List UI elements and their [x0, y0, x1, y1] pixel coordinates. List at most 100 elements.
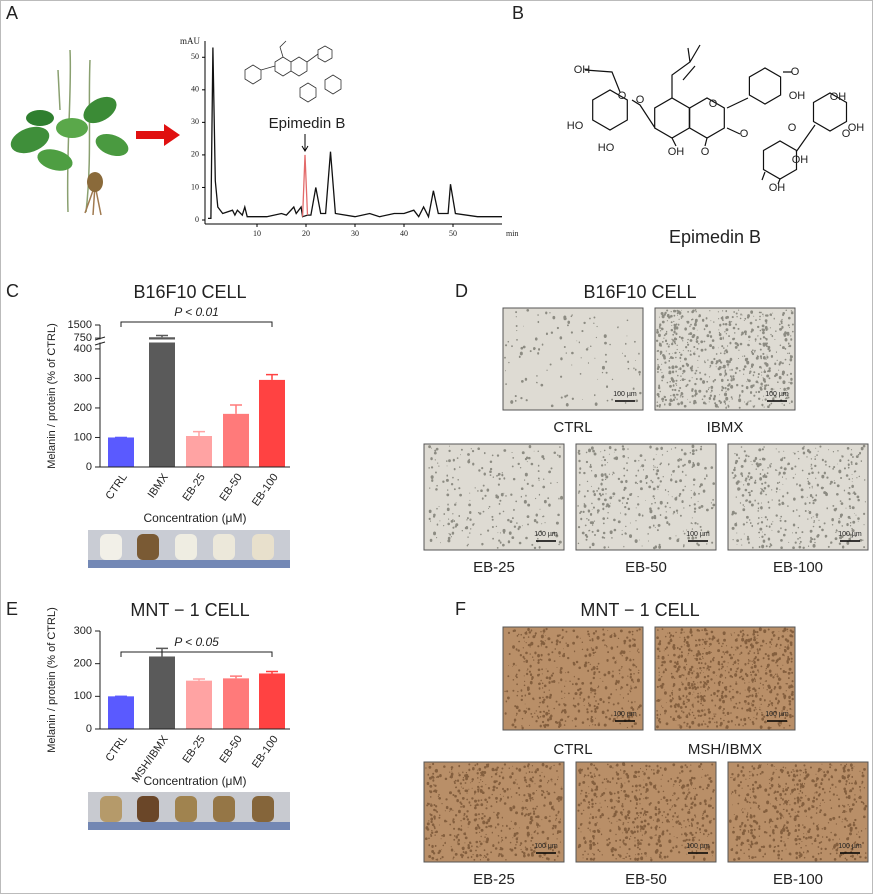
atom-label: O	[740, 128, 749, 140]
cell-speckles	[729, 763, 868, 862]
y-tick-label: 0	[86, 723, 92, 735]
scale-label: 100 µm	[765, 711, 789, 718]
cell-speckles	[656, 627, 794, 730]
image-caption: EB-50	[625, 559, 667, 576]
structure-name: Epimedin B	[669, 227, 761, 247]
panel-label: B	[512, 3, 524, 23]
y-tick-label: 200	[74, 402, 92, 414]
annotation: P < 0.01	[174, 305, 219, 319]
chart-title: B16F10 CELL	[133, 282, 246, 302]
x-tick-label: 50	[449, 229, 457, 238]
y-tick-label: 300	[74, 372, 92, 384]
bar	[223, 678, 249, 729]
x-axis-label: min	[506, 229, 518, 238]
atom-label: O	[842, 128, 851, 140]
error-bar	[230, 675, 242, 679]
y-tick-label: 0	[195, 215, 199, 224]
atom-label: OH	[792, 154, 809, 166]
bar	[108, 437, 134, 467]
scale-label: 100 µm	[838, 843, 862, 850]
image-caption: EB-100	[773, 871, 823, 888]
bar	[186, 680, 212, 729]
x-tick-label: 10	[253, 229, 261, 238]
tube-photo	[88, 792, 290, 830]
axis-break-mark	[94, 336, 106, 346]
scale-label: 100 µm	[613, 391, 637, 398]
cell-speckles	[577, 762, 715, 862]
y-tick-label: 0	[86, 461, 92, 473]
bar	[149, 337, 175, 467]
atom-label: HO	[598, 142, 615, 154]
atom-label: O	[701, 146, 710, 158]
atom-label: O	[788, 122, 797, 134]
y-axis-label: mAU	[180, 36, 201, 46]
cell-speckles	[655, 309, 794, 409]
x-axis-label: Concentration (μM)	[144, 774, 247, 788]
significance-bracket	[120, 651, 273, 657]
image-caption: MSH/IBMX	[688, 741, 762, 758]
image-caption: EB-100	[773, 559, 823, 576]
error-bar	[193, 430, 205, 436]
panel-label: A	[6, 3, 18, 23]
arrow	[136, 124, 180, 146]
error-bar	[156, 334, 168, 338]
cell-speckles	[428, 444, 564, 550]
atom-label: OH	[668, 146, 685, 158]
bar	[259, 379, 285, 467]
y-tick-label: 400	[74, 343, 92, 355]
image-caption: EB-50	[625, 871, 667, 888]
micrograph	[502, 307, 644, 411]
atom-label: O	[618, 90, 627, 102]
bar	[186, 436, 212, 467]
scale-label: 100 µm	[686, 531, 710, 538]
scale-label: 100 µm	[534, 843, 558, 850]
y-tick-label: 100	[74, 431, 92, 443]
atom-label: OH	[848, 122, 865, 134]
trace	[208, 47, 502, 220]
panel-label: E	[6, 599, 18, 619]
bar	[108, 696, 134, 729]
image-caption: IBMX	[707, 419, 744, 436]
x-tick-label: 30	[351, 229, 359, 238]
y-tick-label: 100	[74, 690, 92, 702]
error-bar	[266, 670, 278, 674]
y-tick-label: 10	[191, 182, 199, 191]
chart-title: MNT − 1 CELL	[130, 600, 249, 620]
panel-title: MNT − 1 CELL	[580, 600, 699, 620]
structure-bonds	[584, 44, 848, 185]
tube-photo	[88, 530, 290, 568]
bar	[223, 413, 249, 467]
annotation-arrowhead	[301, 145, 309, 152]
molecule-thumbnail	[244, 40, 342, 103]
error-bar	[230, 404, 242, 414]
scale-label: 100 µm	[613, 711, 637, 718]
panel-label: D	[455, 281, 468, 301]
image-caption: CTRL	[553, 741, 592, 758]
y-tick-label: 200	[74, 658, 92, 670]
y-axis-label: Melanin / protein (% of CTRL)	[46, 323, 58, 469]
micrograph	[575, 443, 717, 551]
y-tick-label: 750	[74, 332, 92, 344]
plant-illustration	[10, 49, 129, 216]
cell-speckles	[425, 762, 563, 861]
bar	[259, 673, 285, 729]
atom-label: OH	[830, 91, 847, 103]
axis-break	[92, 339, 282, 343]
atom-label: OH	[574, 64, 591, 76]
atom-label: OH	[769, 182, 786, 194]
bar	[149, 656, 175, 729]
scale-label: 100 µm	[686, 843, 710, 850]
y-tick-label: 20	[191, 150, 199, 159]
scale-label: 100 µm	[534, 531, 558, 538]
y-tick-label: 40	[191, 85, 199, 94]
y-axis-label: Melanin / protein (% of CTRL)	[46, 607, 58, 753]
significance-bracket	[120, 321, 273, 327]
atom-label: O	[791, 66, 800, 78]
panel-label: C	[6, 281, 19, 301]
y-tick-label: 300	[74, 625, 92, 637]
atom-label: O	[636, 94, 645, 106]
x-tick-label: 20	[302, 229, 310, 238]
panel-label: F	[455, 599, 466, 619]
scale-label: 100 µm	[838, 531, 862, 538]
